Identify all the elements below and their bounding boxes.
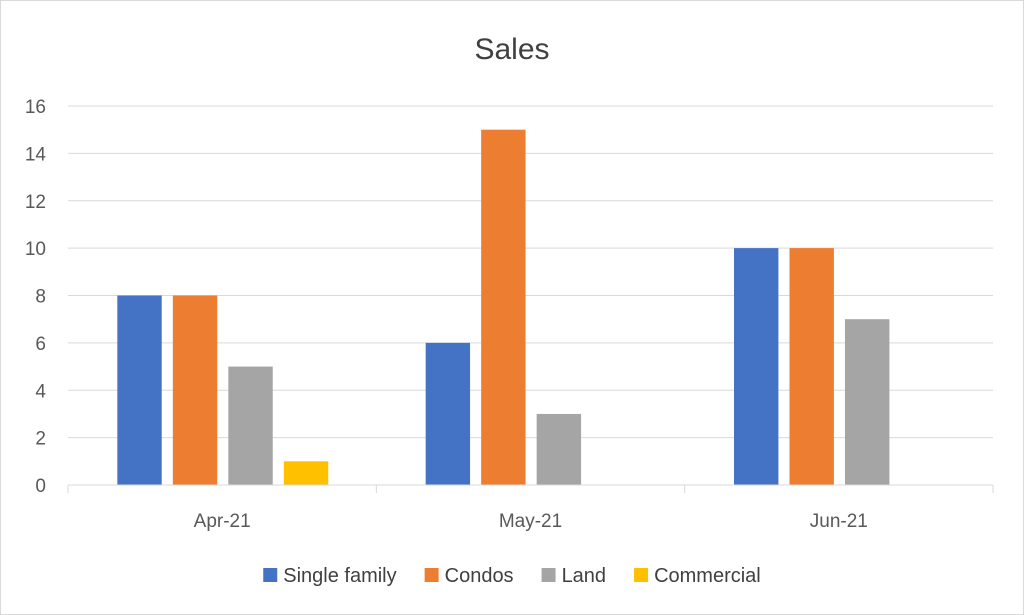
x-tick-label: Jun-21 <box>810 511 868 532</box>
legend-item-land: Land <box>541 565 607 587</box>
y-tick-label: 10 <box>25 239 46 260</box>
legend-item-single-family: Single family <box>263 565 397 587</box>
bar-condos-may-21 <box>481 129 526 485</box>
bar-single-family-may-21 <box>425 342 471 485</box>
bar-condos-apr-21 <box>172 295 218 485</box>
bars <box>117 129 890 485</box>
y-tick-label: 16 <box>25 97 46 118</box>
bar-land-may-21 <box>536 413 582 485</box>
x-axis-ticks: Apr-21 May-21 Jun-21 <box>194 511 868 532</box>
bar-land-jun-21 <box>845 319 890 485</box>
y-tick-label: 12 <box>25 192 46 213</box>
bar-single-family-jun-21 <box>734 248 779 485</box>
x-axis <box>67 484 994 493</box>
legend-item-commercial: Commercial <box>634 565 761 587</box>
bar-single-family-apr-21 <box>117 295 162 485</box>
x-tick-label: May-21 <box>499 511 562 532</box>
bar-condos-jun-21 <box>789 248 834 485</box>
y-tick-label: 0 <box>35 476 46 497</box>
y-tick-label: 8 <box>35 287 46 308</box>
chart-title: Sales <box>474 33 549 66</box>
legend-label: Condos <box>445 565 514 587</box>
y-axis-ticks: 0 2 4 6 8 10 12 14 16 <box>25 97 47 497</box>
legend-swatch <box>541 568 556 582</box>
legend-item-condos: Condos <box>424 565 514 587</box>
y-tick-label: 2 <box>35 429 46 450</box>
bar-land-apr-21 <box>228 366 273 485</box>
y-tick-label: 4 <box>35 381 46 402</box>
y-tick-label: 14 <box>25 144 47 165</box>
legend-label: Commercial <box>654 565 761 587</box>
gridlines <box>68 105 993 439</box>
legend-swatch <box>263 568 278 582</box>
y-tick-label: 6 <box>35 334 46 355</box>
legend-swatch <box>634 568 649 582</box>
legend-swatch <box>424 568 439 582</box>
x-tick-label: Apr-21 <box>194 511 251 532</box>
legend: Single family Condos Land Commercial <box>263 565 761 587</box>
legend-label: Single family <box>283 565 396 587</box>
bar-commercial-apr-21 <box>283 461 329 485</box>
legend-label: Land <box>562 565 607 587</box>
